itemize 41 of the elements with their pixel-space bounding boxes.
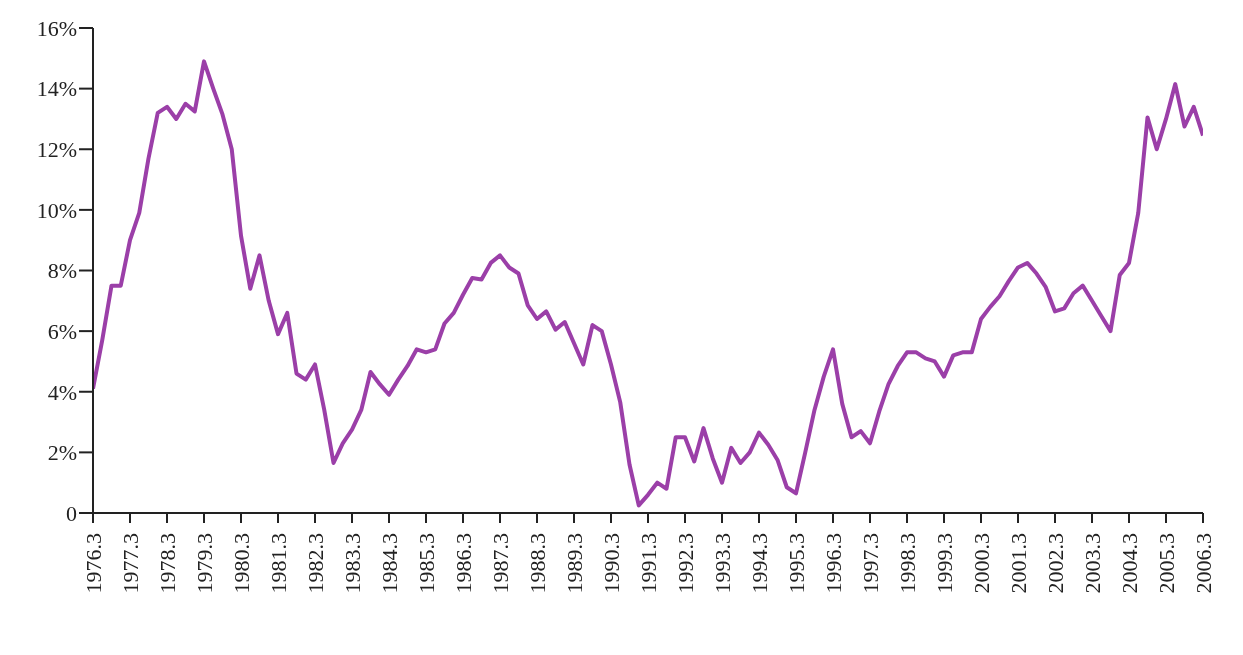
x-tick-label: 1980.3 [228, 533, 254, 594]
x-tick-label: 1998.3 [894, 533, 920, 594]
x-tick-label: 1994.3 [746, 533, 772, 594]
x-tick-label: 1999.3 [931, 533, 957, 594]
y-tick-label: 16% [36, 15, 77, 41]
y-tick-label: 4% [47, 379, 77, 405]
x-tick-label: 2004.3 [1116, 533, 1142, 594]
y-tick-label: 14% [36, 76, 77, 102]
y-tick-label: 2% [47, 440, 77, 466]
x-tick-label: 1977.3 [117, 533, 143, 594]
y-tick-label: 8% [47, 258, 77, 284]
x-tick-label: 1985.3 [413, 533, 439, 594]
x-tick-label: 2001.3 [1005, 533, 1031, 594]
x-tick-label: 2000.3 [968, 533, 994, 594]
x-tick-label: 1996.3 [820, 533, 846, 594]
x-tick-label: 1997.3 [857, 533, 883, 594]
x-tick-label: 1987.3 [487, 533, 513, 594]
x-tick-label: 2002.3 [1042, 533, 1068, 594]
x-tick-label: 1989.3 [561, 533, 587, 594]
x-tick-label: 2005.3 [1153, 533, 1179, 594]
y-tick-label: 12% [36, 137, 77, 163]
x-tick-label: 2006.3 [1190, 533, 1216, 594]
y-tick-label: 0 [66, 500, 77, 526]
x-tick-label: 1986.3 [450, 533, 476, 594]
x-tick-label: 1979.3 [191, 533, 217, 594]
x-tick-label: 1976.3 [80, 533, 106, 594]
x-tick-label: 1988.3 [524, 533, 550, 594]
x-tick-label: 1978.3 [154, 533, 180, 594]
x-tick-label: 1984.3 [376, 533, 402, 594]
x-tick-label: 1981.3 [265, 533, 291, 594]
x-tick-label: 1991.3 [635, 533, 661, 594]
x-tick-label: 1990.3 [598, 533, 624, 594]
x-tick-label: 1992.3 [672, 533, 698, 594]
x-tick-label: 1983.3 [339, 533, 365, 594]
x-tick-label: 1993.3 [709, 533, 735, 594]
y-tick-label: 6% [47, 318, 77, 344]
x-tick-label: 1982.3 [302, 533, 328, 594]
line-series [93, 59, 1203, 508]
y-tick-label: 10% [36, 197, 77, 223]
x-tick-label: 1995.3 [783, 533, 809, 594]
x-tick-label: 2003.3 [1079, 533, 1105, 594]
